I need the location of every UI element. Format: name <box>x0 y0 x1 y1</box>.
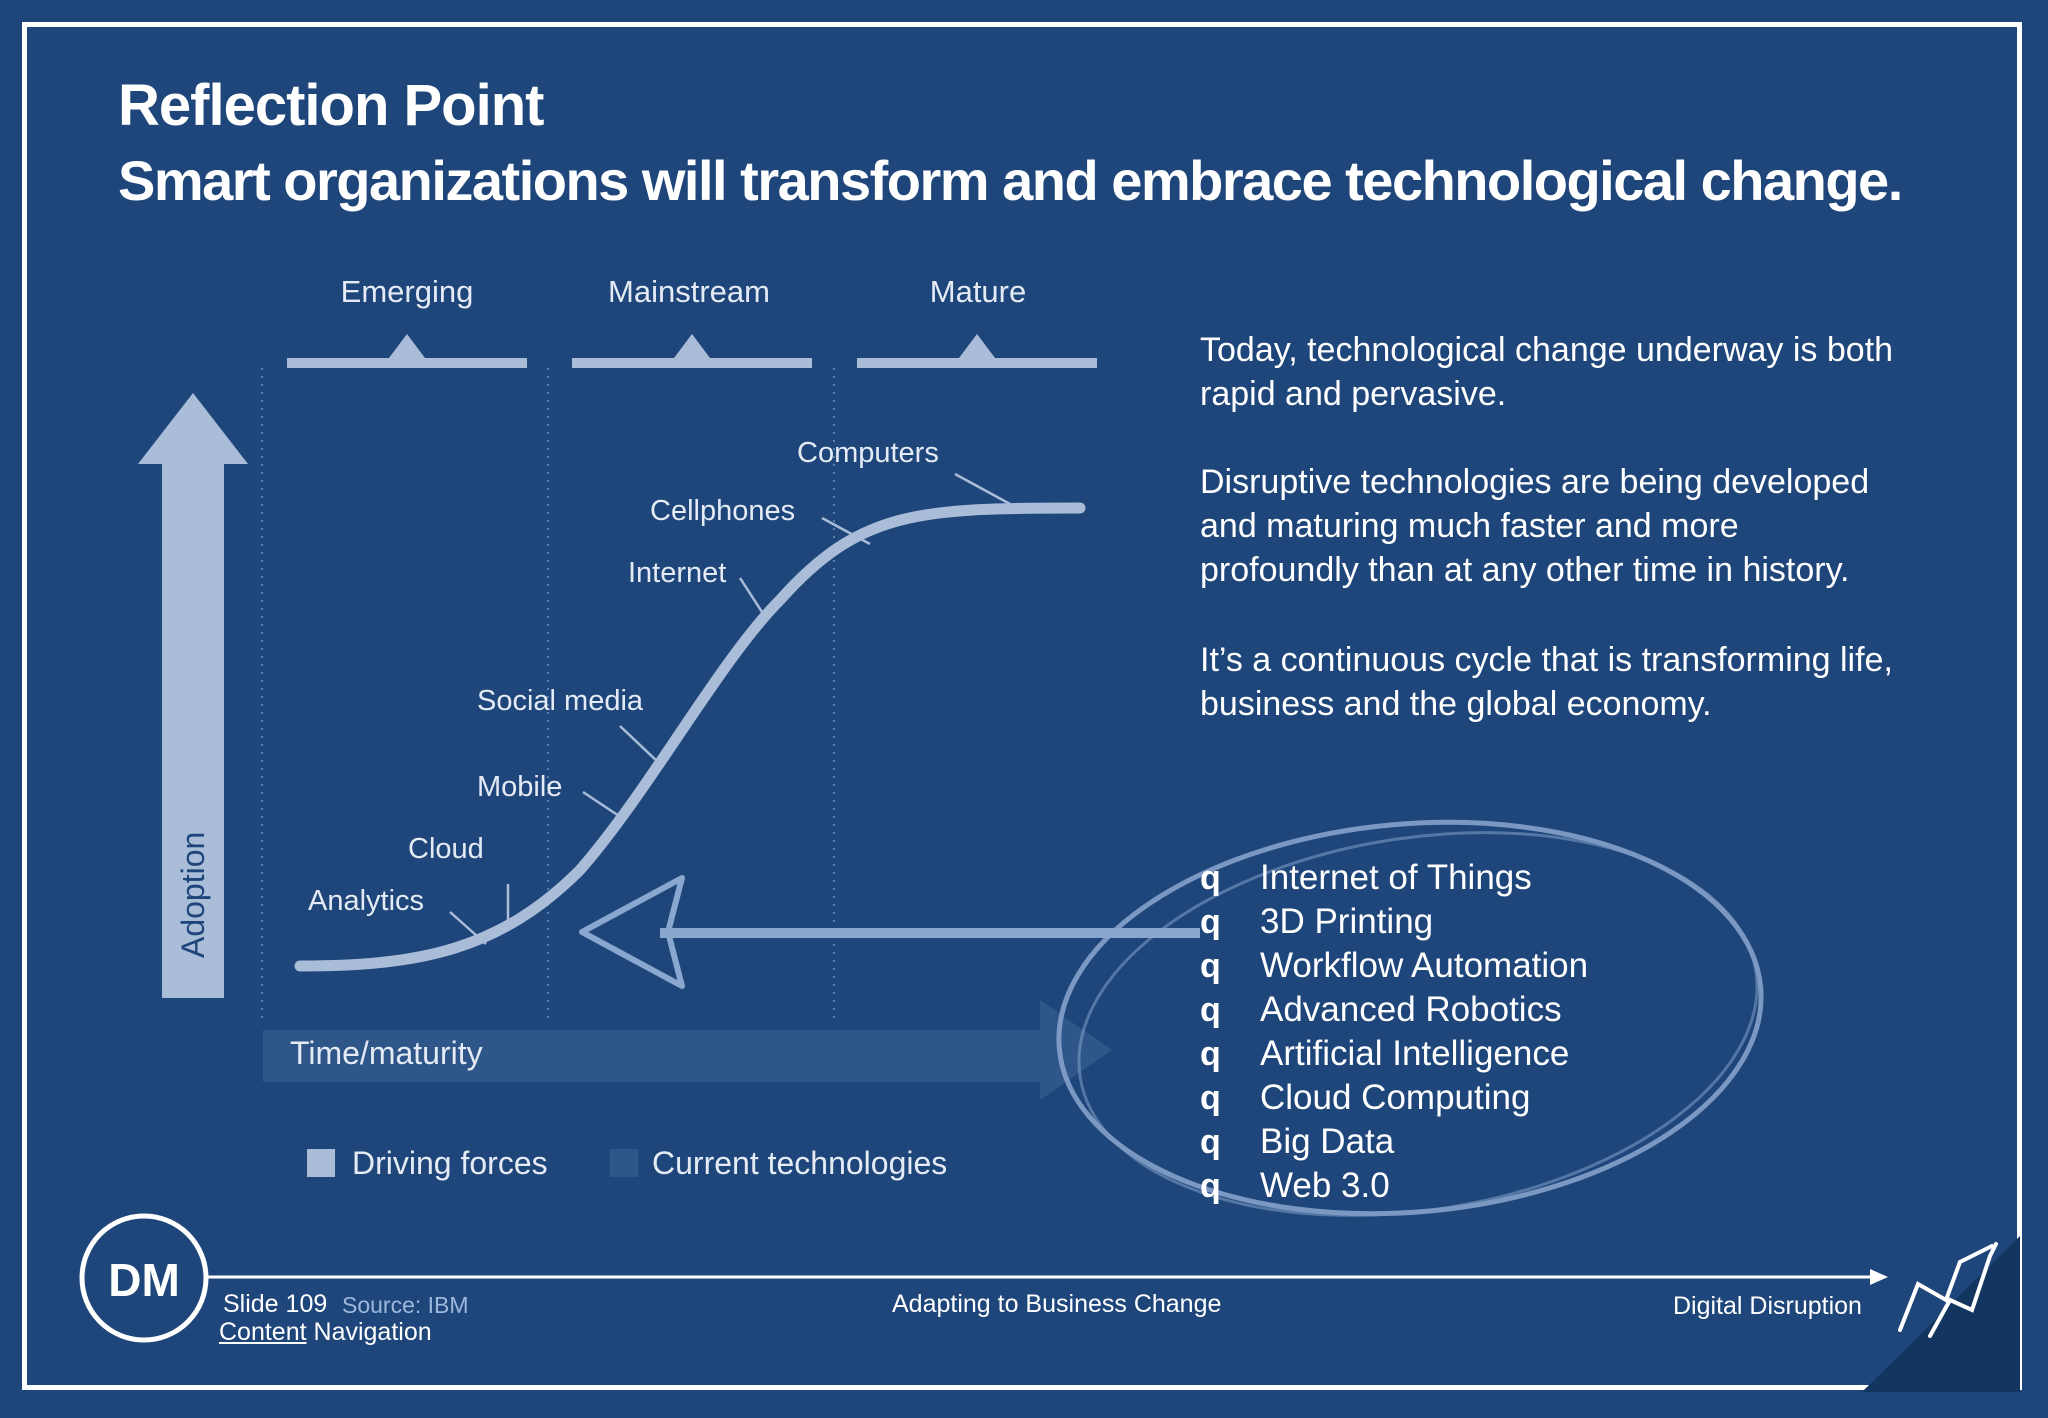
adoption-label: Adoption <box>175 832 211 958</box>
legend-swatch-current <box>610 1149 638 1177</box>
highlight-ellipse <box>1056 819 1764 1217</box>
time-maturity-band: Time/maturity <box>263 1000 1112 1100</box>
content-navigation-link[interactable]: Content <box>219 1318 307 1346</box>
label-computers: Computers <box>797 437 939 469</box>
curve-leader-lines <box>449 472 1011 945</box>
leader-internet <box>738 577 764 613</box>
bracket-mature <box>857 358 1097 368</box>
adoption-arrow: Adoption <box>138 393 248 998</box>
bullet-text: 3D Printing <box>1260 902 1434 941</box>
source-credit: Source: IBM <box>342 1292 469 1318</box>
bracket-emerging <box>287 358 527 368</box>
label-cellphones: Cellphones <box>650 495 795 527</box>
subtitle-headline: Smart organizations will transform and e… <box>118 149 1903 212</box>
phase-label-emerging: Emerging <box>341 274 474 309</box>
label-social-media: Social media <box>477 685 644 717</box>
slide-number: Slide 109 <box>223 1290 328 1318</box>
paragraph-continuous-cycle: It’s a continuous cycle that is transfor… <box>1200 641 1893 723</box>
title-reflection-point: Reflection Point <box>118 73 544 138</box>
bracket-mainstream <box>572 358 812 368</box>
bullet-marker: q <box>1200 947 1221 985</box>
legend-label-driving: Driving forces <box>352 1145 548 1181</box>
list-item: q 3D Printing <box>1200 900 1588 944</box>
list-item: q Workflow Automation <box>1200 944 1588 988</box>
list-item: q Artificial Intelligence <box>1200 1032 1588 1076</box>
legend-label-current: Current technologies <box>652 1145 947 1181</box>
bracket-emerging-peak <box>389 334 425 358</box>
label-analytics: Analytics <box>308 885 424 917</box>
bullet-text: Internet of Things <box>1260 858 1532 897</box>
list-item: q Big Data <box>1200 1120 1588 1164</box>
digital-disruption-logo-icon <box>1898 1242 1998 1338</box>
bullet-marker: q <box>1200 991 1221 1029</box>
leader-mobile <box>582 790 623 820</box>
list-item: q Advanced Robotics <box>1200 988 1588 1032</box>
label-internet: Internet <box>628 557 726 589</box>
bullet-text: Big Data <box>1260 1122 1395 1161</box>
paragraph-rapid-change: Today, technological change underway is … <box>1200 331 1894 413</box>
label-cloud: Cloud <box>408 833 484 865</box>
bullet-marker: q <box>1200 1123 1221 1161</box>
legend-swatch-driving <box>307 1149 335 1177</box>
time-maturity-label: Time/maturity <box>290 1035 483 1071</box>
bullet-marker: q <box>1200 859 1221 897</box>
bullet-marker: q <box>1200 1167 1221 1205</box>
leader-social-media <box>619 725 661 765</box>
bullet-marker: q <box>1200 1079 1221 1117</box>
bullet-marker: q <box>1200 903 1221 941</box>
list-item: q Cloud Computing <box>1200 1076 1588 1120</box>
leader-computers <box>954 472 1011 506</box>
adoption-s-curve <box>294 502 1086 972</box>
leader-analytics <box>449 911 487 945</box>
bullet-text: Workflow Automation <box>1260 946 1589 985</box>
slide-frame <box>22 22 2022 1390</box>
bullet-text: Artificial Intelligence <box>1260 1034 1570 1073</box>
dm-logo-text: DM <box>108 1254 180 1306</box>
bullet-text: Advanced Robotics <box>1260 990 1562 1029</box>
list-item: q Internet of Things <box>1200 856 1588 900</box>
bracket-mature-peak <box>959 334 995 358</box>
paragraph-disruptive-tech: Disruptive technologies are being develo… <box>1200 463 1870 589</box>
bullet-text: Cloud Computing <box>1260 1078 1531 1117</box>
bullet-text: Web 3.0 <box>1260 1166 1390 1205</box>
dm-logo[interactable] <box>79 1213 209 1343</box>
content-navigation-rest: Navigation <box>306 1318 432 1346</box>
bracket-mainstream-peak <box>674 334 710 358</box>
phase-brackets <box>287 334 1097 368</box>
footer-right-title: Digital Disruption <box>1673 1292 1862 1320</box>
bullet-marker: q <box>1200 1035 1221 1073</box>
leader-cellphones <box>821 516 871 546</box>
phase-label-mature: Mature <box>930 274 1026 309</box>
content-navigation: Content Navigation <box>219 1318 432 1347</box>
footer-rule-arrowhead <box>1870 1269 1888 1285</box>
pointer-arrow <box>579 875 1200 989</box>
label-mobile: Mobile <box>477 771 562 803</box>
technology-bullet-list: q Internet of Things q 3D Printing q Workfl… <box>1200 856 1588 1208</box>
list-item: q Web 3.0 <box>1200 1164 1588 1208</box>
phase-label-mainstream: Mainstream <box>608 274 770 309</box>
diagram-legend: Driving forces Current technologies <box>307 1145 947 1181</box>
footer-center-title: Adapting to Business Change <box>892 1290 1222 1318</box>
